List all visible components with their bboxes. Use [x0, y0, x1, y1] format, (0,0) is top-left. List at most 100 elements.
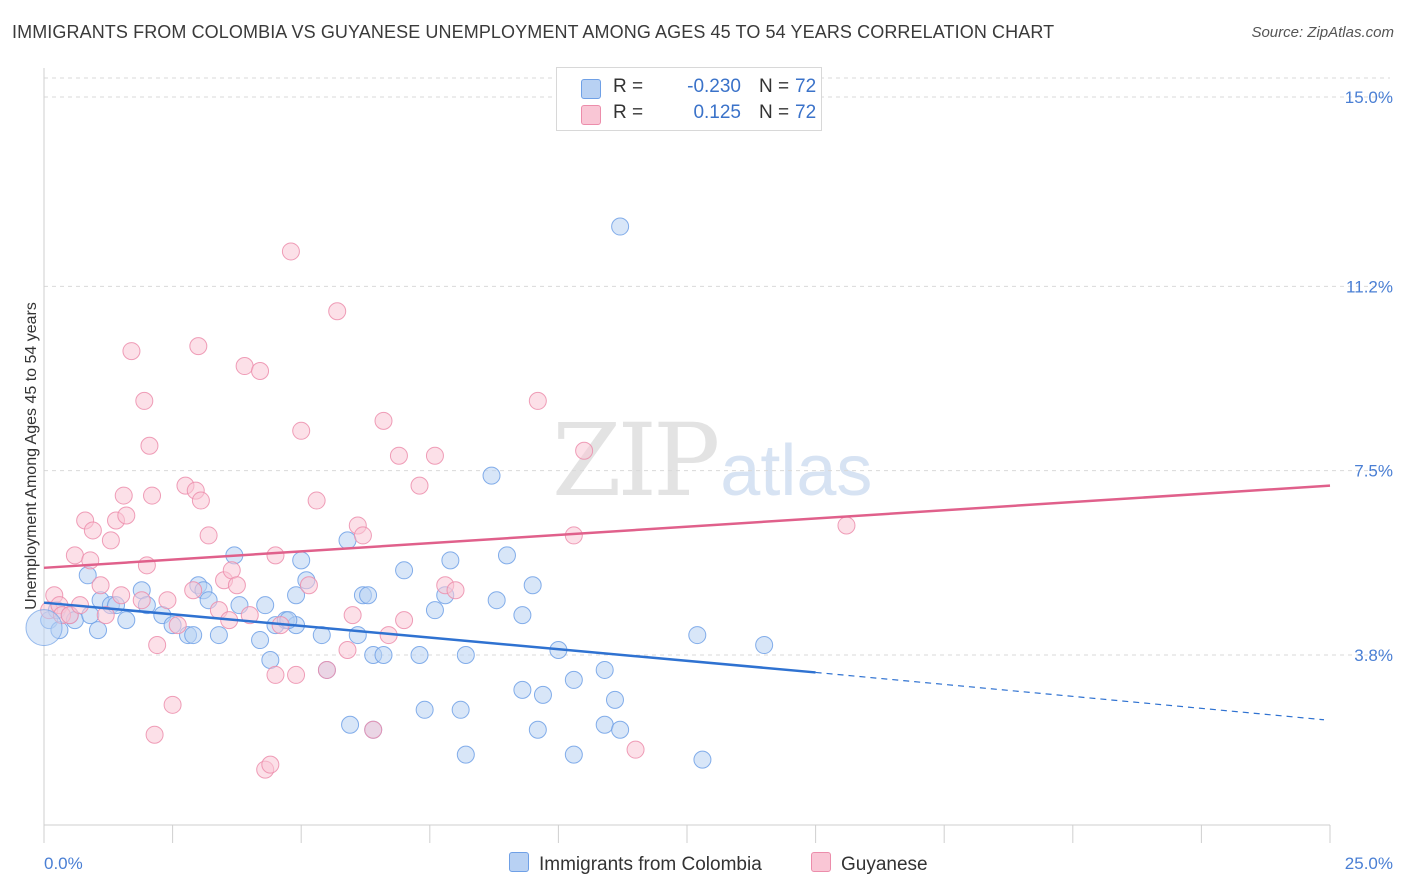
axes — [43, 68, 1331, 843]
guyanese-point — [112, 586, 131, 605]
guyanese-point — [163, 695, 182, 714]
guyanese-point — [83, 521, 102, 540]
colombia-point — [482, 466, 501, 485]
colombia-point — [359, 586, 378, 605]
colombia-point — [395, 561, 414, 580]
guyanese-point — [227, 576, 246, 595]
guyanese-trend-line — [43, 484, 1331, 570]
x-tick-label: 0.0% — [44, 854, 83, 873]
guyanese-point — [114, 486, 133, 505]
colombia-point — [441, 551, 460, 570]
colombia-point — [261, 650, 280, 669]
colombia-point — [688, 626, 707, 645]
guyanese-point — [251, 362, 270, 381]
colombia-point — [595, 660, 614, 679]
guyanese-point — [135, 391, 154, 410]
colombia-point — [348, 626, 367, 645]
guyanese-point — [343, 606, 362, 625]
legend-r-value: 0.125 — [693, 102, 741, 123]
colombia-point — [256, 596, 275, 615]
guyanese-point — [261, 755, 280, 774]
guyanese-point — [240, 606, 259, 625]
guyanese-point — [328, 302, 347, 321]
guyanese-point — [96, 606, 115, 625]
guyanese-point — [101, 531, 120, 550]
colombia-point — [89, 621, 108, 640]
legend-n-value: 72 — [795, 76, 817, 97]
colombia-point — [425, 601, 444, 620]
guyanese-point — [148, 636, 167, 655]
bottom-legend-swatch-colombia — [509, 852, 529, 872]
guyanese-point — [122, 342, 141, 361]
legend-swatch-guyanese — [581, 105, 601, 125]
colombia-point — [117, 611, 136, 630]
guyanese-point — [145, 725, 164, 744]
colombia-point — [456, 646, 475, 664]
colombia-point — [755, 636, 774, 655]
legend-r-label: R = — [613, 76, 644, 97]
guyanese-point — [266, 546, 285, 565]
guyanese-point — [317, 660, 336, 679]
guyanese-point — [189, 337, 208, 356]
guyanese-point — [338, 641, 357, 660]
guyanese-point — [117, 506, 136, 525]
guyanese-point — [158, 591, 177, 610]
legend-r-value: -0.230 — [687, 76, 741, 97]
colombia-point — [338, 531, 357, 550]
guyanese-point — [307, 491, 326, 510]
legend-n-label: N = — [759, 102, 790, 123]
guyanese-point — [389, 446, 408, 465]
legend-r-label: R = — [613, 102, 644, 123]
bottom-legend-swatch-guyanese — [811, 852, 831, 872]
colombia-point — [415, 700, 434, 719]
colombia-point — [611, 720, 630, 739]
colombia-point — [605, 690, 624, 709]
y-tick-label: 11.2% — [1346, 277, 1393, 296]
colombia-point — [564, 670, 583, 689]
source-label: Source: ZipAtlas.com — [1251, 24, 1394, 41]
colombia-point — [184, 626, 203, 645]
guyanese-point — [292, 421, 311, 440]
bottom-legend-colombia: Immigrants from Colombia — [509, 852, 762, 876]
guyanese-point — [528, 391, 547, 410]
guyanese-point — [235, 357, 254, 376]
colombia-point — [523, 576, 542, 595]
colombia-point — [341, 715, 360, 734]
guyanese-point — [374, 411, 393, 430]
colombia-point — [497, 546, 516, 565]
guyanese-point — [410, 476, 429, 495]
y-tick-label: 15.0% — [1345, 88, 1393, 107]
colombia-point — [287, 586, 306, 605]
guyanese-point — [575, 441, 594, 460]
guyanese-point — [364, 720, 383, 739]
guyanese-point — [626, 740, 645, 759]
tick-labels: 15.0% 11.2% 7.5% 3.8% 0.0% 25.0% — [44, 88, 1393, 873]
x-tick-label: 25.0% — [1345, 854, 1393, 873]
y-axis-label: Unemployment Among Ages 45 to 54 years — [23, 302, 40, 610]
guyanese-point — [140, 436, 159, 455]
colombia-point — [528, 720, 547, 739]
guyanese-point — [837, 516, 856, 535]
legend-swatch-colombia — [581, 79, 601, 99]
colombia-trend-extension — [815, 671, 1325, 721]
guyanese-point — [168, 616, 187, 635]
colombia-point — [374, 646, 393, 664]
guyanese-point — [395, 611, 414, 630]
guyanese-point — [143, 486, 162, 505]
y-tick-label: 7.5% — [1354, 462, 1393, 481]
guyanese-point — [65, 546, 84, 565]
watermark-zip: ZIP — [552, 402, 720, 519]
colombia-point — [533, 685, 552, 704]
guyanese-point — [184, 581, 203, 600]
colombia-trend-line — [43, 601, 816, 674]
guyanese-point — [137, 556, 156, 575]
guyanese-point — [299, 576, 318, 595]
guyanese-point — [191, 491, 210, 510]
legend-n-label: N = — [759, 76, 790, 97]
colombia-point — [209, 626, 228, 645]
colombia-point — [456, 745, 475, 764]
guyanese-point — [222, 561, 241, 580]
guyanese-point — [425, 446, 444, 465]
correlation-legend: R = -0.230 N = 72 R = 0.125 N = 72 — [556, 67, 822, 131]
